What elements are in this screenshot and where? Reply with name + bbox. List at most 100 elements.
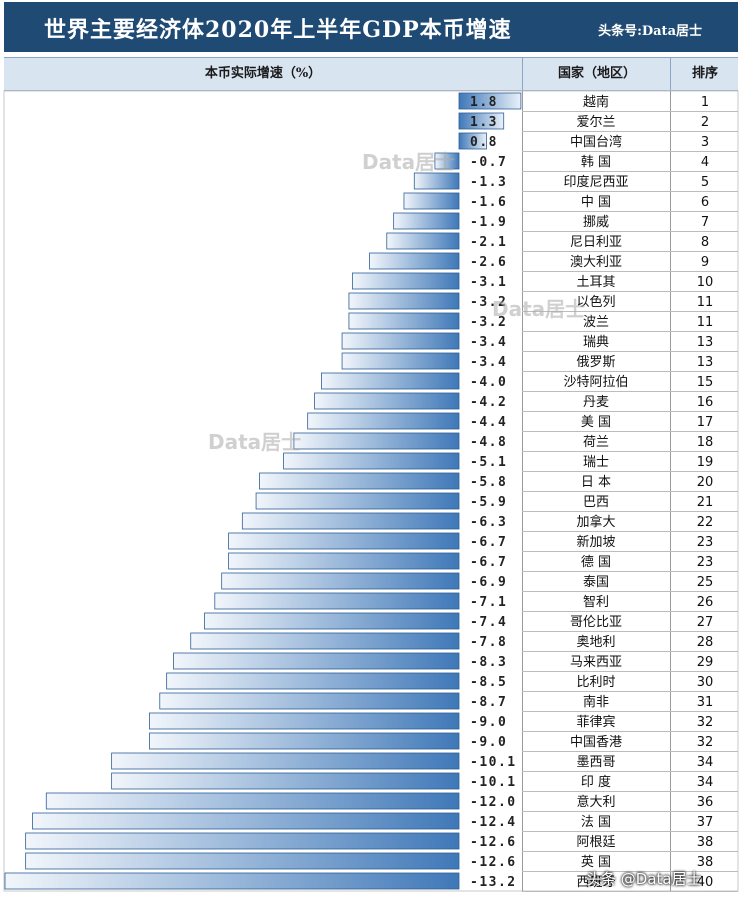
watermark-1: Data居士 <box>362 150 456 174</box>
country-label: 以色列 <box>576 294 615 310</box>
country-column-header: 国家（地区） <box>522 58 671 90</box>
country-label: 波兰 <box>583 315 609 330</box>
country-label: 荷兰 <box>583 435 609 450</box>
bar <box>259 472 460 490</box>
bar <box>351 272 460 290</box>
value-label: -10.1 <box>470 775 517 790</box>
country-label: 墨西哥 <box>576 755 615 770</box>
rank-label: 23 <box>697 535 714 550</box>
rank-label: 8 <box>701 235 709 250</box>
value-label: -4.8 <box>470 435 507 450</box>
bar <box>458 92 522 110</box>
country-label: 哥伦比亚 <box>570 615 622 630</box>
rank-label: 4 <box>701 155 709 170</box>
country-label: 阿根廷 <box>576 835 615 850</box>
rank-label: 11 <box>697 295 714 310</box>
value-label: -2.6 <box>470 255 507 270</box>
value-label: -12.6 <box>470 855 517 870</box>
country-label: 马来西亚 <box>570 655 622 670</box>
rank-label: 34 <box>697 755 714 770</box>
country-label: 美 国 <box>581 415 611 430</box>
bar <box>393 212 460 230</box>
source-label: 头条号:Data居士 <box>598 24 702 39</box>
country-label: 韩 国 <box>581 155 611 170</box>
bar <box>341 352 460 370</box>
bar <box>458 132 487 150</box>
bar <box>403 192 460 210</box>
country-label: 加拿大 <box>576 514 615 530</box>
bar <box>190 632 460 650</box>
value-label: -1.3 <box>470 175 507 190</box>
rank-label: 29 <box>697 655 714 670</box>
bar <box>348 312 460 330</box>
bar <box>283 452 460 470</box>
value-label: -3.4 <box>470 355 507 370</box>
value-label: -3.4 <box>470 335 507 350</box>
value-label: -8.7 <box>470 695 507 710</box>
watermark-2: Data居士 <box>492 297 586 321</box>
rank-label: 27 <box>697 615 714 630</box>
rank-label: 15 <box>697 375 714 390</box>
value-label: -5.1 <box>470 455 507 470</box>
rank-label: 37 <box>697 815 714 830</box>
value-label: -7.1 <box>470 595 507 610</box>
bar <box>32 812 460 830</box>
country-label: 尼日利亚 <box>570 235 622 250</box>
country-label: 丹麦 <box>583 395 609 410</box>
rank-label: 3 <box>701 135 709 150</box>
footer-brand: 头条 @Data居士 <box>586 870 702 888</box>
value-label: -8.3 <box>470 655 507 670</box>
rank-label: 19 <box>697 455 714 470</box>
rank-label: 32 <box>697 715 714 730</box>
rank-label: 30 <box>697 675 714 690</box>
value-label: 0.8 <box>470 135 498 150</box>
bar <box>307 412 460 430</box>
bar <box>348 292 460 310</box>
value-label: -4.0 <box>470 375 507 390</box>
rank-label: 21 <box>697 495 714 510</box>
country-label: 土耳其 <box>576 275 615 290</box>
rank-label: 17 <box>697 415 714 430</box>
title-bar: 世界主要经济体2020年上半年GDP本币增速 头条号:Data居士 <box>4 2 738 52</box>
country-label: 俄罗斯 <box>576 355 615 370</box>
country-label: 法 国 <box>581 815 611 830</box>
rank-label: 38 <box>697 855 714 870</box>
country-label: 西班牙 <box>576 875 615 890</box>
country-label: 瑞典 <box>583 335 609 350</box>
value-label: -9.0 <box>470 715 507 730</box>
bar <box>341 332 460 350</box>
rank-label: 2 <box>701 115 709 130</box>
bar <box>458 112 505 130</box>
value-label: -10.1 <box>470 755 517 770</box>
country-label: 越南 <box>583 94 609 110</box>
bar <box>413 172 460 190</box>
country-label: 瑞士 <box>583 455 609 470</box>
bar <box>149 732 460 750</box>
rank-label: 18 <box>697 435 714 450</box>
rank-label: 1 <box>701 95 709 110</box>
bar <box>386 232 460 250</box>
value-label: -6.7 <box>470 535 507 550</box>
rank-label: 13 <box>697 335 714 350</box>
bar <box>111 752 460 770</box>
rank-label: 32 <box>697 735 714 750</box>
rank-label: 36 <box>697 795 714 810</box>
rank-label: 13 <box>697 355 714 370</box>
watermark-3: Data居士 <box>208 430 302 454</box>
value-label: -12.6 <box>470 835 517 850</box>
bar <box>149 712 460 730</box>
rank-column-header: 排序 <box>670 58 739 90</box>
rank-label: 5 <box>701 175 709 190</box>
value-label: -3.2 <box>470 315 507 330</box>
country-label: 智利 <box>583 595 609 610</box>
bar <box>173 652 460 670</box>
bar <box>204 612 460 630</box>
bar <box>314 392 460 410</box>
rank-label: 34 <box>697 775 714 790</box>
bar <box>241 512 460 530</box>
country-label: 意大利 <box>576 794 615 810</box>
bar <box>255 492 460 510</box>
rank-label: 25 <box>697 575 714 590</box>
value-label: -6.7 <box>470 555 507 570</box>
